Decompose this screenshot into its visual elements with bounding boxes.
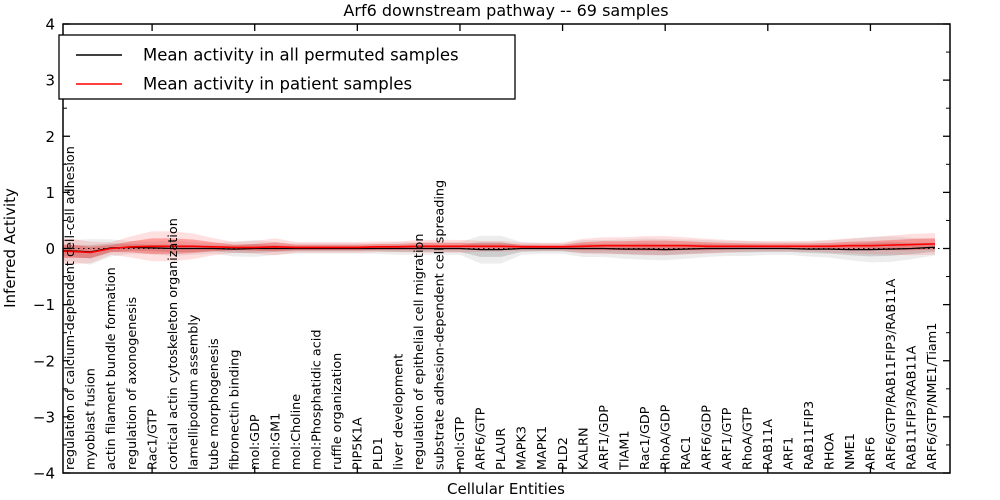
x-tick-label: PLD1 (371, 437, 386, 470)
x-tick-label: ruffle organization (330, 353, 345, 470)
x-tick-label: ARF6/GDP (699, 405, 714, 470)
series-line-patient (63, 243, 935, 254)
y-tick-label: −4 (33, 465, 55, 483)
legend: Mean activity in all permuted samples Me… (58, 34, 516, 100)
x-tick-label: cortical actin cytoskeleton organization (166, 218, 181, 470)
x-tick-label: ARF6 (864, 437, 879, 470)
x-tick-label: mol:GDP (248, 414, 263, 470)
x-tick-label: regulation of epithelial cell migration (412, 234, 427, 470)
x-tick-label: ARF6/GTP/NME1/Tiam1 (925, 323, 940, 470)
x-tick-label: fibronectin binding (227, 350, 242, 470)
x-tick-label: substrate adhesion-dependent cell spread… (433, 180, 448, 470)
x-tick-label: RHOA (823, 433, 838, 470)
y-tick-label: 4 (45, 16, 55, 34)
x-tick-label: ARF1/GDP (597, 405, 612, 470)
band-patient (63, 231, 935, 265)
x-axis-label: Cellular Entities (447, 480, 565, 498)
x-tick-label: lamellipodium assembly (186, 314, 201, 470)
x-tick-label: ARF1 (782, 437, 797, 470)
x-tick-label: RAB11FIP3 (802, 401, 817, 470)
x-tick-label: ARF6/GTP/RAB11FIP3/RAB11A (884, 279, 899, 470)
x-tick-label: tube morphogenesis (207, 338, 222, 470)
x-tick-label: ARF1/GTP (720, 407, 735, 470)
x-tick-label: PIP5K1A (351, 417, 366, 470)
x-tick-label: MAPK3 (515, 426, 530, 470)
x-tick-label: Rac1/GDP (638, 406, 653, 470)
y-tick-label: 1 (45, 184, 55, 202)
x-tick-label: actin filament bundle formation (104, 267, 119, 470)
y-tick-label: −3 (33, 408, 55, 426)
y-tick-label: 0 (45, 240, 55, 258)
x-tick-label: mol:GTP (453, 417, 468, 470)
x-tick-label: TIAM1 (617, 430, 632, 471)
x-tick-label: regulation of axonogenesis (125, 297, 140, 470)
x-tick-label: PLD2 (556, 437, 571, 470)
legend-box (58, 34, 516, 100)
x-tick-label: NME1 (843, 433, 858, 470)
x-tick-label: RAB11FIP3/RAB11A (905, 345, 920, 470)
plot-border (62, 23, 951, 474)
series-line-permuted (63, 246, 935, 253)
x-tick-labels: regulation of calcium-dependent cell-cel… (63, 146, 940, 471)
x-tick-label: mol:Phosphatidic acid (309, 330, 324, 470)
x-tick-label: liver development (392, 354, 407, 470)
legend-label-permuted: Mean activity in all permuted samples (143, 46, 459, 65)
x-tick-label: regulation of calcium-dependent cell-cel… (63, 146, 78, 470)
x-tick-label: PLAUR (494, 428, 509, 470)
band-permuted (63, 235, 935, 265)
x-tick-label: mol:GM1 (268, 413, 283, 470)
y-axis-label: Inferred Activity (1, 188, 19, 308)
x-tick-label: myoblast fusion (84, 368, 99, 470)
y-tick-label: −2 (33, 352, 55, 370)
x-tick-label: KALRN (576, 427, 591, 470)
y-tick-label: 3 (45, 72, 55, 90)
y-tick-label: −1 (33, 296, 55, 314)
legend-label-patient: Mean activity in patient samples (143, 75, 412, 94)
x-tick-label: RAB11A (761, 419, 776, 470)
chart-title: Arf6 downstream pathway -- 69 samples (343, 1, 668, 20)
x-tick-label: RhoA/GTP (740, 407, 755, 470)
x-tick-label: mol:Choline (289, 394, 304, 470)
series-lines (63, 243, 950, 254)
x-tick-label: RAC1 (679, 436, 694, 470)
x-tick-label: Rac1/GTP (145, 409, 160, 470)
y-tick-label: 2 (45, 128, 55, 146)
x-tick-label: MAPK1 (535, 426, 550, 470)
y-tick-labels: −4 −3 −2 −1 0 1 2 3 4 (33, 16, 55, 483)
x-tick-label: RhoA/GDP (658, 404, 673, 470)
x-tick-label: ARF6/GTP (474, 407, 489, 470)
